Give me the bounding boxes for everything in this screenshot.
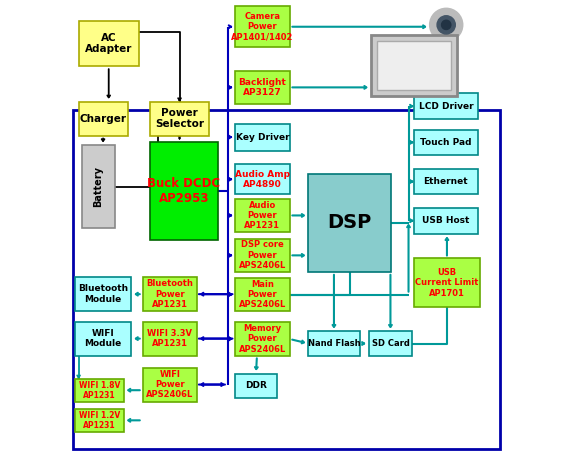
FancyBboxPatch shape	[75, 277, 131, 311]
FancyBboxPatch shape	[414, 169, 478, 194]
FancyBboxPatch shape	[414, 258, 480, 307]
Text: WIFI 3.3V
AP1231: WIFI 3.3V AP1231	[147, 329, 192, 348]
FancyBboxPatch shape	[235, 71, 290, 104]
FancyBboxPatch shape	[369, 332, 412, 355]
Text: SD Card: SD Card	[372, 339, 410, 348]
FancyBboxPatch shape	[143, 322, 197, 355]
Text: Audio Amp
AP4890: Audio Amp AP4890	[235, 169, 290, 189]
FancyBboxPatch shape	[414, 208, 478, 234]
Text: USB Host: USB Host	[422, 216, 469, 225]
Text: WIFI 1.8V
AP1231: WIFI 1.8V AP1231	[78, 381, 120, 400]
FancyBboxPatch shape	[308, 174, 391, 272]
FancyBboxPatch shape	[414, 93, 478, 119]
FancyBboxPatch shape	[308, 332, 359, 355]
Text: WIFI
Module: WIFI Module	[85, 329, 122, 348]
Text: Backlight
AP3127: Backlight AP3127	[238, 78, 286, 97]
FancyBboxPatch shape	[235, 239, 290, 272]
FancyBboxPatch shape	[414, 130, 478, 155]
FancyBboxPatch shape	[143, 277, 197, 311]
Circle shape	[437, 16, 455, 34]
Text: Nand Flash: Nand Flash	[308, 339, 360, 348]
FancyBboxPatch shape	[235, 124, 290, 151]
FancyBboxPatch shape	[75, 379, 124, 402]
FancyBboxPatch shape	[235, 6, 290, 48]
FancyBboxPatch shape	[235, 278, 290, 311]
Text: Bluetooth
Module: Bluetooth Module	[78, 284, 128, 304]
FancyBboxPatch shape	[235, 164, 290, 194]
FancyBboxPatch shape	[78, 21, 139, 66]
FancyBboxPatch shape	[377, 41, 452, 90]
Text: Ethernet: Ethernet	[423, 177, 468, 186]
Text: DSP: DSP	[328, 213, 372, 233]
FancyBboxPatch shape	[235, 322, 290, 355]
FancyBboxPatch shape	[235, 199, 290, 232]
FancyBboxPatch shape	[371, 35, 457, 97]
Text: Charger: Charger	[79, 114, 127, 124]
Text: Power
Selector: Power Selector	[155, 108, 204, 130]
Text: Battery: Battery	[93, 166, 104, 207]
Text: Key Driver: Key Driver	[236, 133, 289, 142]
Text: DDR: DDR	[245, 381, 267, 390]
Text: Bluetooth
Power
AP1231: Bluetooth Power AP1231	[146, 279, 193, 309]
FancyBboxPatch shape	[143, 368, 197, 402]
Text: USB
Current Limit
AP1701: USB Current Limit AP1701	[415, 268, 479, 298]
FancyBboxPatch shape	[75, 322, 131, 355]
Text: Buck DCDC
AP2953: Buck DCDC AP2953	[147, 177, 221, 205]
FancyBboxPatch shape	[78, 102, 127, 136]
Text: Memory
Power
APS2406L: Memory Power APS2406L	[239, 324, 286, 354]
Text: Main
Power
APS2406L: Main Power APS2406L	[239, 280, 286, 310]
Text: Touch Pad: Touch Pad	[420, 138, 472, 147]
FancyBboxPatch shape	[75, 409, 124, 431]
Text: LCD Driver: LCD Driver	[419, 102, 473, 111]
Text: WIFI 1.2V
AP1231: WIFI 1.2V AP1231	[79, 411, 120, 430]
FancyBboxPatch shape	[235, 374, 276, 398]
FancyBboxPatch shape	[150, 142, 218, 240]
Text: Audio
Power
AP1231: Audio Power AP1231	[244, 201, 281, 230]
Text: Camera
Power
AP1401/1402: Camera Power AP1401/1402	[231, 12, 294, 42]
Text: DSP core
Power
APS2406L: DSP core Power APS2406L	[239, 240, 286, 270]
FancyBboxPatch shape	[150, 102, 209, 136]
Circle shape	[430, 8, 463, 41]
Text: WIFI
Power
APS2406L: WIFI Power APS2406L	[146, 370, 194, 399]
Text: AC
Adapter: AC Adapter	[85, 33, 132, 55]
FancyBboxPatch shape	[82, 145, 116, 228]
Circle shape	[442, 20, 451, 29]
